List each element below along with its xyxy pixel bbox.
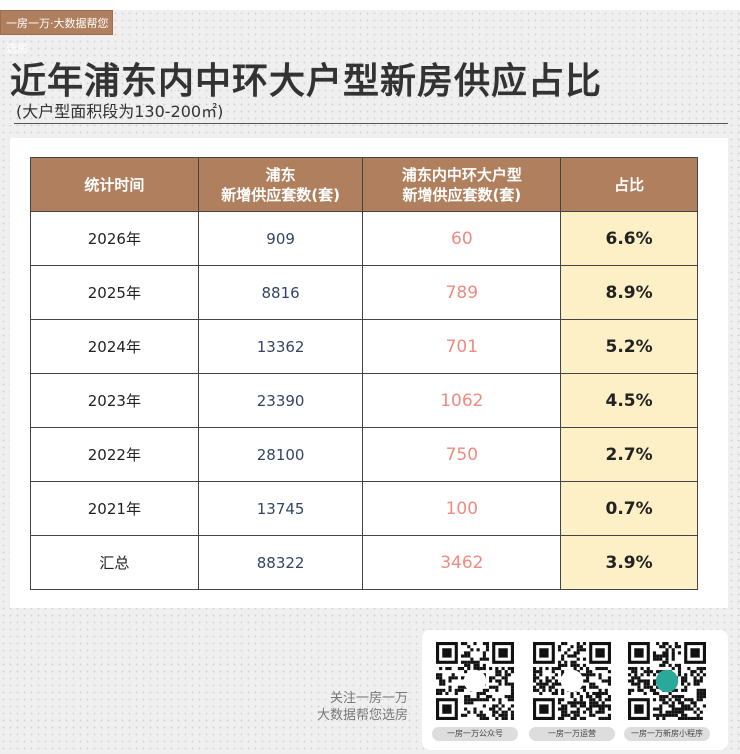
- qr-label: 一房一万运营: [529, 727, 615, 741]
- share-cell: 2.7%: [560, 427, 698, 482]
- qr-label: 一房一万新房小程序: [624, 727, 710, 741]
- share-cell: 4.5%: [560, 373, 698, 428]
- period-cell: 2022年: [30, 427, 199, 482]
- share-cell: 0.7%: [560, 481, 698, 536]
- table-row: 2022年 28100 750 2.7%: [30, 427, 698, 482]
- period-cell: 2024年: [30, 319, 199, 374]
- large-unit-supply-cell: 750: [362, 427, 562, 482]
- follow-text: 关注一房一万 大数据帮您选房: [290, 690, 408, 724]
- pudong-supply-cell: 8816: [197, 265, 364, 320]
- large-unit-supply-cell: 100: [362, 481, 562, 536]
- share-cell: 3.9%: [560, 535, 698, 590]
- pudong-supply-cell: 23390: [197, 373, 364, 428]
- page-subtitle: (大户型面积段为130-200㎡): [16, 102, 224, 121]
- period-cell: 2025年: [30, 265, 199, 320]
- table-row: 2025年 8816 789 8.9%: [30, 265, 698, 320]
- share-cell: 6.6%: [560, 211, 698, 266]
- pudong-supply-cell: 28100: [197, 427, 364, 482]
- qr-code: [436, 642, 514, 720]
- period-cell: 2021年: [30, 481, 199, 536]
- divider: [14, 123, 728, 124]
- table-row: 2026年 909 60 6.6%: [30, 211, 698, 266]
- share-cell: 8.9%: [560, 265, 698, 320]
- supply-table: 统计时间 浦东 新增供应套数(套) 浦东内中环大户型 新增供应套数(套) 占比 202…: [30, 157, 698, 590]
- follow-line-1: 关注一房一万: [329, 691, 408, 706]
- table-row: 2021年 13745 100 0.7%: [30, 481, 698, 536]
- pudong-supply-cell: 909: [197, 211, 364, 266]
- table-card: 统计时间 浦东 新增供应套数(套) 浦东内中环大户型 新增供应套数(套) 占比 202…: [10, 138, 728, 608]
- qr-label: 一房一万公众号: [432, 727, 518, 741]
- period-cell: 2023年: [30, 373, 199, 428]
- page-title: 近年浦东内中环大户型新房供应占比: [10, 61, 603, 102]
- pudong-supply-cell: 13745: [197, 481, 364, 536]
- large-unit-supply-cell: 701: [362, 319, 562, 374]
- qr-code: [533, 642, 611, 720]
- wechat-icon: [560, 669, 584, 693]
- logo-icon: [463, 669, 487, 693]
- table-row: 2023年 23390 1062 4.5%: [30, 373, 698, 428]
- period-cell: 2026年: [30, 211, 199, 266]
- pudong-supply-cell: 13362: [197, 319, 364, 374]
- follow-line-2: 大数据帮您选房: [316, 708, 408, 723]
- large-unit-supply-cell: 789: [362, 265, 562, 320]
- column-header: 统计时间: [30, 157, 199, 212]
- brand-tag: 一房一万·大数据帮您选房: [0, 10, 113, 55]
- large-unit-supply-cell: 60: [362, 211, 562, 266]
- table-row: 2024年 13362 701 5.2%: [30, 319, 698, 374]
- mini-program-icon: [655, 669, 679, 693]
- large-unit-supply-cell: 1062: [362, 373, 562, 428]
- qr-code: [628, 642, 706, 720]
- column-header: 浦东内中环大户型 新增供应套数(套): [362, 157, 562, 212]
- table-row: 汇总 88322 3462 3.9%: [30, 535, 698, 590]
- qr-panel: 一房一万公众号 一房一万运营 一房一万新房小程序: [422, 630, 728, 750]
- large-unit-supply-cell: 3462: [362, 535, 562, 590]
- column-header: 浦东 新增供应套数(套): [197, 157, 364, 212]
- column-header: 占比: [560, 157, 698, 212]
- pudong-supply-cell: 88322: [197, 535, 364, 590]
- share-cell: 5.2%: [560, 319, 698, 374]
- period-cell: 汇总: [30, 535, 199, 590]
- page: 一房一万·大数据帮您选房 近年浦东内中环大户型新房供应占比 (大户型面积段为13…: [0, 10, 740, 754]
